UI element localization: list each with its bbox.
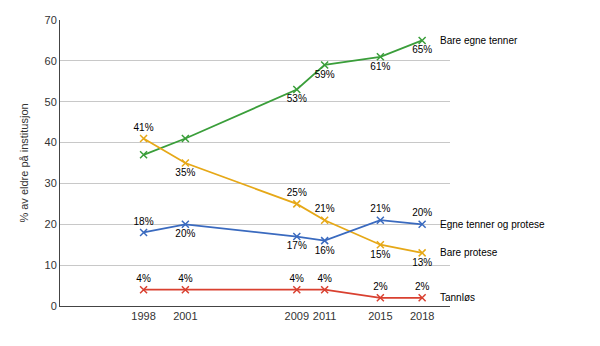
svg-text:2015: 2015 [368,310,392,322]
svg-text:30: 30 [45,177,57,189]
svg-text:2%: 2% [415,281,430,292]
svg-text:59%: 59% [315,69,335,80]
svg-text:13%: 13% [412,257,432,268]
svg-text:70: 70 [45,14,57,26]
svg-text:21%: 21% [315,203,335,214]
svg-text:35%: 35% [175,167,195,178]
svg-text:Bare egne tenner: Bare egne tenner [440,35,518,46]
svg-text:% av eldre på institusjon: % av eldre på institusjon [18,103,30,222]
svg-text:2018: 2018 [410,310,434,322]
svg-text:61%: 61% [370,61,390,72]
svg-text:4%: 4% [178,273,193,284]
svg-text:60: 60 [45,55,57,67]
svg-text:4%: 4% [290,273,305,284]
svg-text:0: 0 [51,300,57,312]
svg-text:40: 40 [45,136,57,148]
svg-text:2009: 2009 [285,310,309,322]
svg-text:2011: 2011 [313,310,337,322]
svg-text:1998: 1998 [131,310,155,322]
svg-text:16%: 16% [315,245,335,256]
svg-text:17%: 17% [287,240,307,251]
svg-text:20%: 20% [175,228,195,239]
svg-text:2001: 2001 [173,310,197,322]
svg-text:15%: 15% [370,249,390,260]
svg-text:65%: 65% [412,44,432,55]
svg-text:2%: 2% [373,281,388,292]
svg-text:20: 20 [45,218,57,230]
svg-text:25%: 25% [287,187,307,198]
svg-text:41%: 41% [134,122,154,133]
svg-text:50: 50 [45,96,57,108]
svg-text:18%: 18% [134,216,154,227]
svg-text:20%: 20% [412,207,432,218]
svg-text:10: 10 [45,259,57,271]
svg-text:Tannløs: Tannløs [440,292,475,303]
svg-text:53%: 53% [287,93,307,104]
svg-text:Egne tenner og protese: Egne tenner og protese [440,219,545,230]
svg-text:4%: 4% [136,273,151,284]
svg-text:Bare protese: Bare protese [440,247,498,258]
svg-text:4%: 4% [317,273,332,284]
svg-text:21%: 21% [370,203,390,214]
